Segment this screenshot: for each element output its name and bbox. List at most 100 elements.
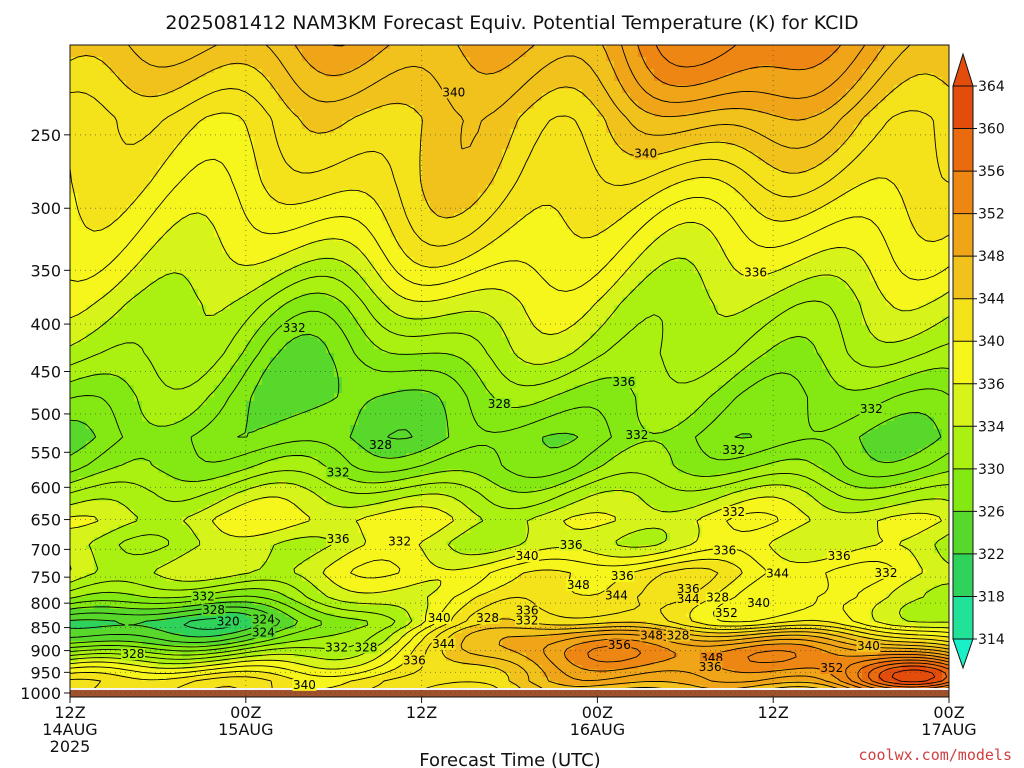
heatmap-cell — [614, 217, 623, 222]
heatmap-cell — [278, 149, 287, 154]
heatmap-cell — [334, 57, 343, 62]
heatmap-cell — [318, 81, 327, 86]
heatmap-cell — [430, 149, 439, 154]
heatmap-cell — [862, 165, 871, 170]
heatmap-cell — [222, 205, 231, 210]
heatmap-cell — [294, 161, 303, 166]
heatmap-cell — [654, 45, 663, 50]
heatmap-cell — [182, 197, 191, 202]
heatmap-cell — [806, 153, 815, 158]
heatmap-cell — [382, 93, 391, 98]
heatmap-cell — [798, 129, 807, 134]
heatmap-cell — [806, 205, 815, 210]
heatmap-cell — [486, 185, 495, 190]
heatmap-cell — [926, 197, 935, 202]
heatmap-cell — [774, 209, 783, 214]
heatmap-cell — [110, 157, 119, 162]
heatmap-cell — [926, 117, 935, 122]
heatmap-cell — [582, 101, 591, 106]
heatmap-cell — [838, 173, 847, 178]
heatmap-cell — [238, 141, 247, 146]
heatmap-cell — [734, 81, 743, 86]
heatmap-cell — [614, 157, 623, 162]
heatmap-cell — [926, 205, 935, 210]
heatmap-cell — [150, 73, 159, 78]
heatmap-cell — [526, 185, 535, 190]
heatmap-cell — [790, 129, 799, 134]
heatmap-cell — [446, 153, 455, 158]
heatmap-cell — [758, 81, 767, 86]
heatmap-cell — [726, 65, 735, 70]
heatmap-cell — [454, 185, 463, 190]
heatmap-cell — [670, 149, 679, 154]
heatmap-cell — [942, 165, 949, 170]
heatmap-cell — [942, 185, 949, 190]
heatmap-cell — [398, 101, 407, 106]
heatmap-cell — [574, 85, 583, 90]
heatmap-cell — [214, 121, 223, 126]
heatmap-cell — [934, 205, 943, 210]
heatmap-cell — [390, 157, 399, 162]
heatmap-cell — [782, 153, 791, 158]
heatmap-cell — [870, 205, 879, 210]
heatmap-cell — [454, 117, 463, 122]
heatmap-cell — [854, 161, 863, 166]
heatmap-cell — [918, 113, 927, 118]
heatmap-cell — [422, 85, 431, 90]
heatmap-cell — [158, 189, 167, 194]
heatmap-cell — [78, 213, 87, 218]
heatmap-cell — [462, 49, 471, 54]
heatmap-cell — [806, 69, 815, 74]
heatmap-cell — [446, 77, 455, 82]
heatmap-cell — [230, 133, 239, 138]
heatmap-cell — [742, 161, 751, 166]
heatmap-cell — [854, 217, 863, 222]
heatmap-cell — [574, 169, 583, 174]
heatmap-cell — [718, 185, 727, 190]
heatmap-cell — [462, 61, 471, 66]
heatmap-cell — [142, 221, 151, 226]
heatmap-cell — [534, 65, 543, 70]
heatmap-cell — [526, 213, 535, 218]
heatmap-cell — [198, 45, 207, 50]
heatmap-cell — [454, 53, 463, 58]
heatmap-cell — [270, 213, 279, 218]
heatmap-cell — [710, 201, 719, 206]
heatmap-cell — [806, 53, 815, 58]
heatmap-cell — [902, 153, 911, 158]
heatmap-cell — [582, 129, 591, 134]
heatmap-cell — [334, 185, 343, 190]
heatmap-cell — [726, 109, 735, 114]
heatmap-cell — [878, 169, 887, 174]
heatmap-cell — [742, 157, 751, 162]
heatmap-cell — [606, 197, 615, 202]
heatmap-cell — [462, 125, 471, 130]
heatmap-cell — [374, 77, 383, 82]
heatmap-cell — [94, 61, 103, 66]
heatmap-cell — [550, 69, 559, 74]
heatmap-cell — [926, 145, 935, 150]
heatmap-cell — [614, 133, 623, 138]
heatmap-cell — [926, 65, 935, 70]
heatmap-cell — [910, 117, 919, 122]
heatmap-cell — [750, 149, 759, 154]
heatmap-cell — [678, 145, 687, 150]
heatmap-cell — [462, 165, 471, 170]
heatmap-cell — [110, 185, 119, 190]
heatmap-cell — [518, 125, 527, 130]
heatmap-cell — [926, 137, 935, 142]
heatmap-cell — [486, 93, 495, 98]
heatmap-cell — [302, 197, 311, 202]
heatmap-cell — [678, 125, 687, 130]
heatmap-cell — [78, 89, 87, 94]
heatmap-cell — [126, 153, 135, 158]
heatmap-cell — [270, 141, 279, 146]
heatmap-cell — [934, 137, 943, 142]
heatmap-cell — [662, 181, 671, 186]
heatmap-cell — [382, 213, 391, 218]
heatmap-cell — [918, 121, 927, 126]
heatmap-cell — [430, 201, 439, 206]
heatmap-cell — [902, 177, 911, 182]
heatmap-cell — [302, 189, 311, 194]
heatmap-cell — [374, 197, 383, 202]
